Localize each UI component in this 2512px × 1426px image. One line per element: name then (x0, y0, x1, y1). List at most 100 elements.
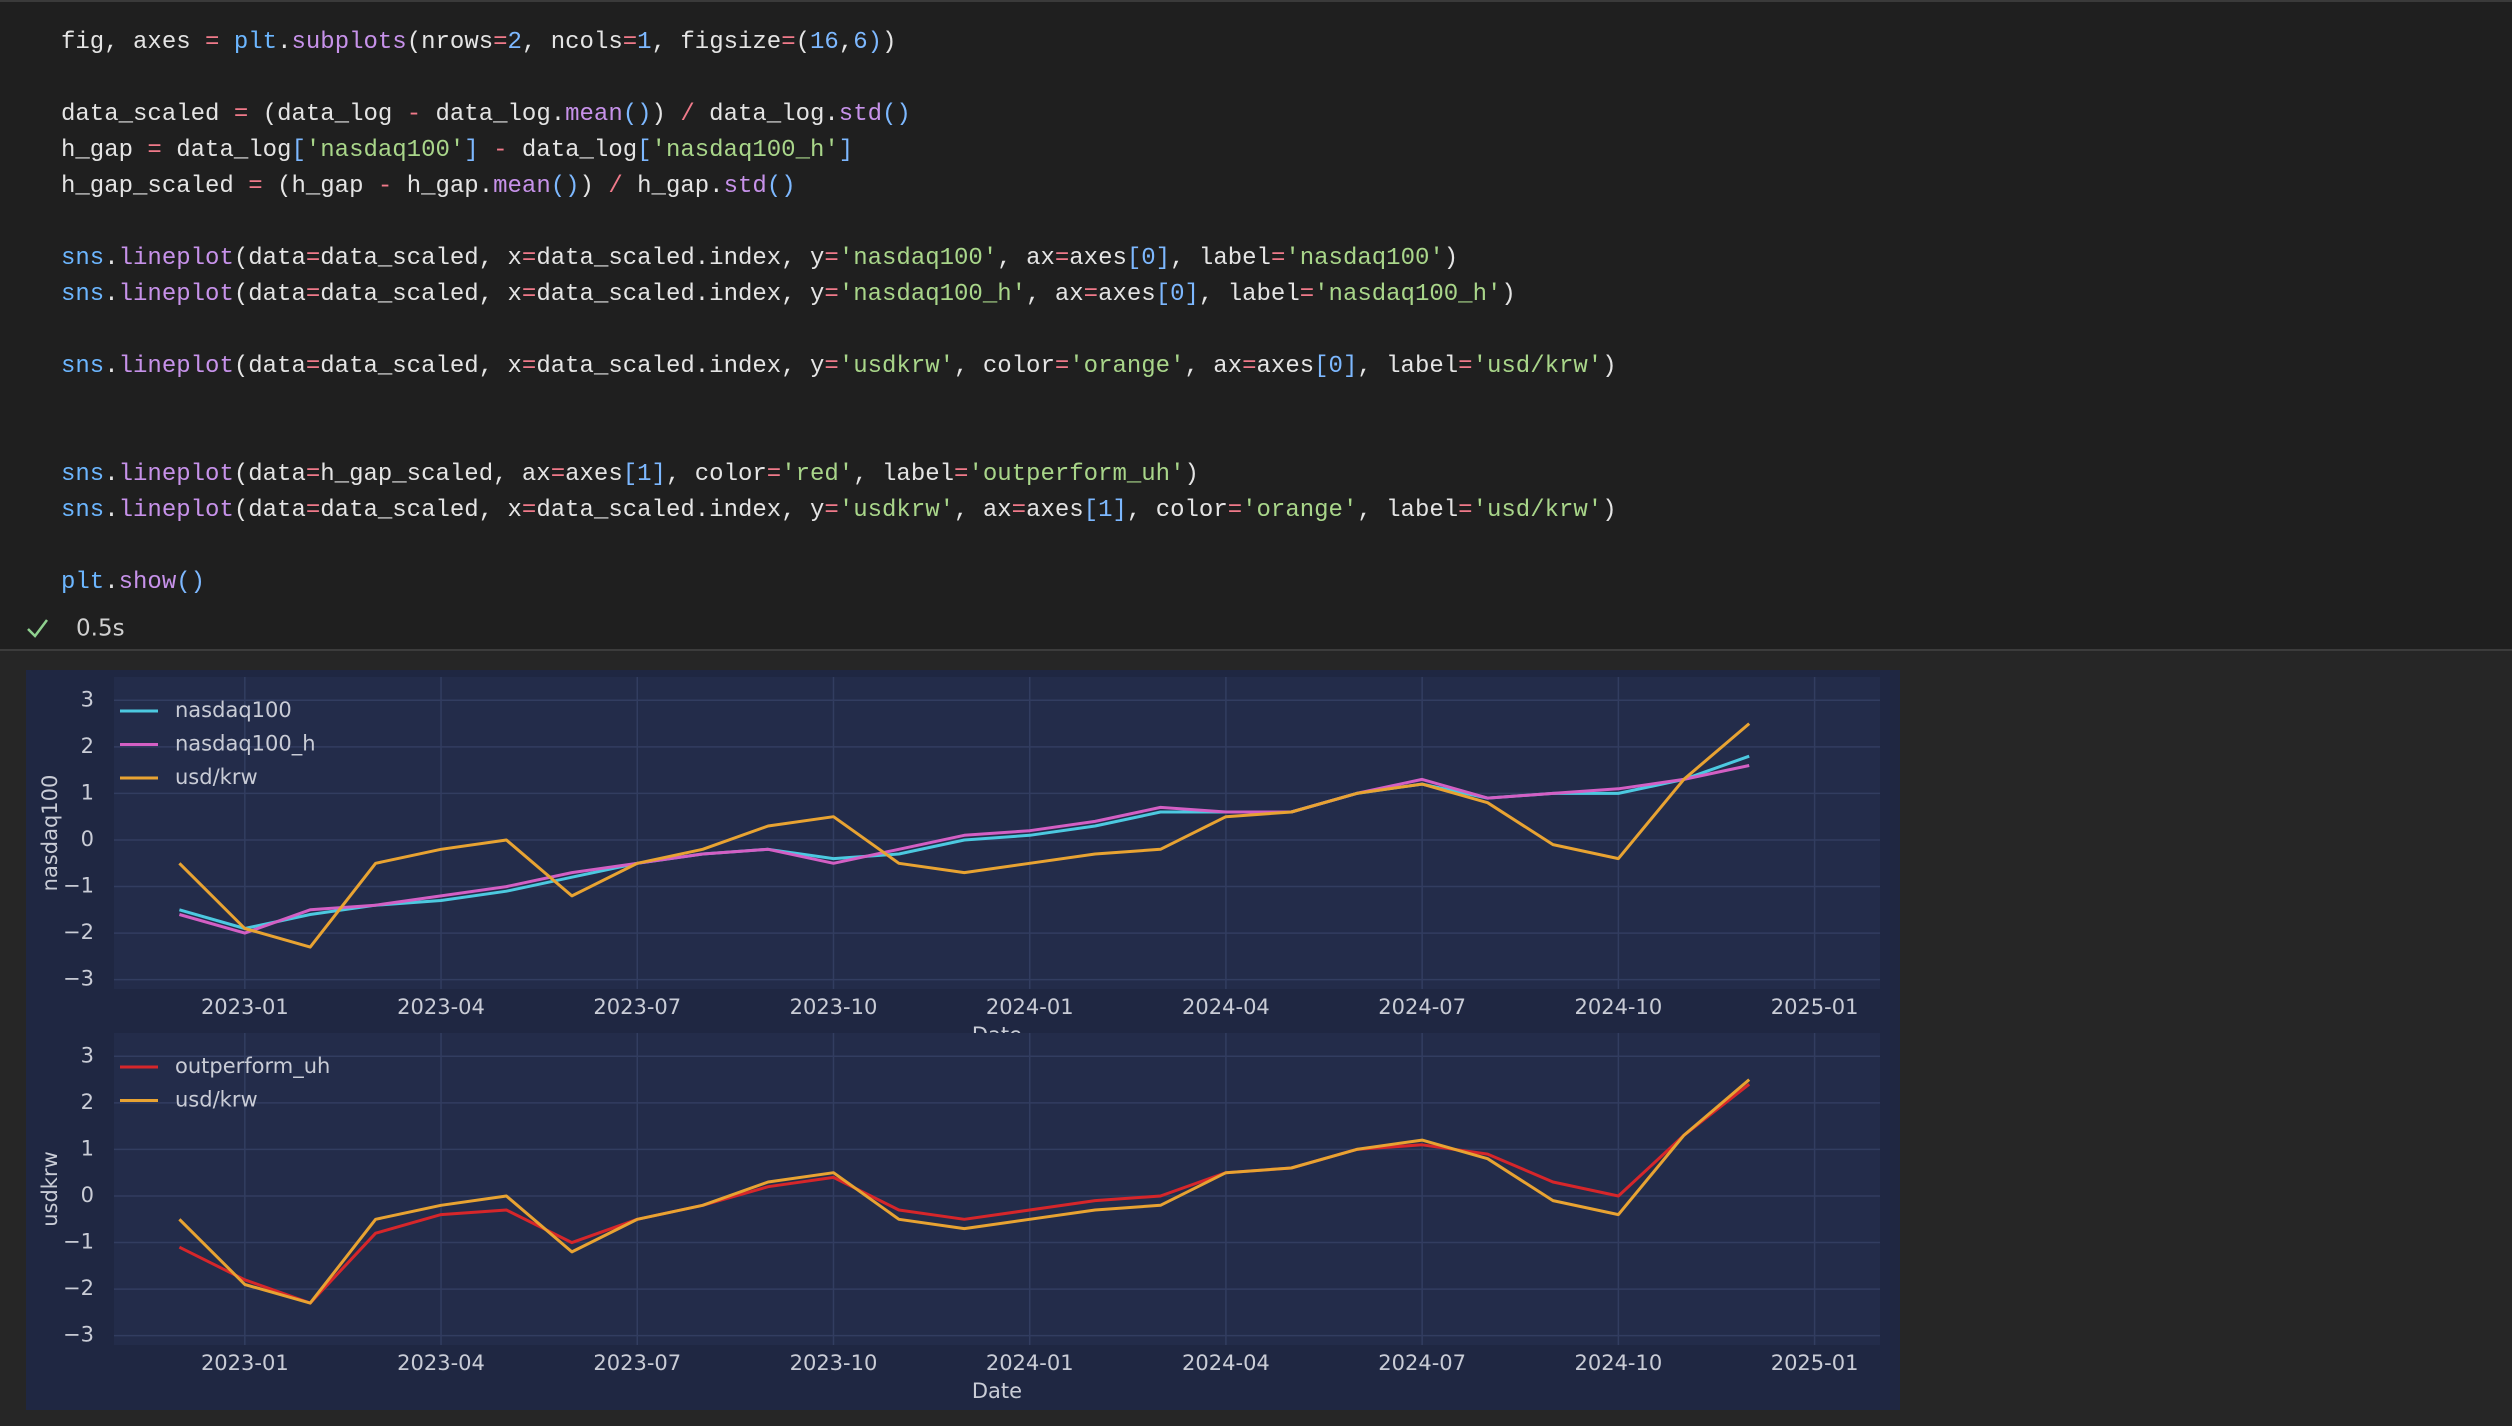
code-token: ) (1184, 461, 1198, 488)
code-token: = (522, 353, 536, 380)
code-token (421, 101, 435, 128)
code-token: . (104, 353, 118, 380)
code-token: , (493, 461, 507, 488)
code-token: - (378, 173, 392, 200)
code-token: 16 (810, 29, 839, 56)
code-token (796, 497, 810, 524)
code-token (1372, 353, 1386, 380)
code-token: 0 (1329, 353, 1343, 380)
y-axis-label: usdkrw (38, 1151, 62, 1227)
code-token (666, 29, 680, 56)
x-tick-label: 2024-07 (1378, 1351, 1466, 1375)
y-tick-label: 3 (81, 687, 94, 711)
code-token (968, 497, 982, 524)
code-token: ) (868, 29, 882, 56)
code-token: = (1055, 353, 1069, 380)
code-token: label (1386, 353, 1458, 380)
code-token: show (119, 569, 177, 596)
code-token: , (781, 497, 795, 524)
y-axis-label: nasdaq100 (38, 775, 62, 892)
code-token (1213, 281, 1227, 308)
code-token: , (666, 461, 680, 488)
code-token: data_scaled (536, 281, 694, 308)
code-token: ( (176, 569, 190, 596)
code-token: ] (839, 137, 853, 164)
code-token: , (997, 245, 1011, 272)
code-token: , (104, 29, 118, 56)
code-token: data (248, 245, 306, 272)
code-token: 'nasdaq100' (839, 245, 997, 272)
code-token: h_gap (61, 137, 133, 164)
y-tick-label: −1 (63, 1230, 94, 1254)
code-token: data_scaled (320, 353, 478, 380)
code-token: = (1228, 497, 1242, 524)
code-token: = (1055, 245, 1069, 272)
code-token: = (1458, 497, 1472, 524)
legend-label: usd/krw (175, 1088, 258, 1112)
code-token: . (695, 353, 709, 380)
code-line: sns.lineplot(data=data_scaled, x=data_sc… (61, 281, 1516, 308)
code-token: 2 (508, 29, 522, 56)
code-token: = (824, 353, 838, 380)
code-token (234, 173, 248, 200)
y-tick-label: −3 (63, 1323, 94, 1347)
code-token: data (248, 353, 306, 380)
code-token: [ (1156, 281, 1170, 308)
code-token: ax (1055, 281, 1084, 308)
code-token: axes (565, 461, 623, 488)
code-token: ) (1501, 281, 1515, 308)
code-token: lineplot (119, 461, 234, 488)
code-token (680, 461, 694, 488)
code-token: . (824, 101, 838, 128)
code-token (392, 101, 406, 128)
code-token: x (508, 353, 522, 380)
code-token: mean (565, 101, 623, 128)
code-token: 'nasdaq100_h' (839, 281, 1026, 308)
code-token: 'orange' (1242, 497, 1357, 524)
code-token: = (248, 173, 262, 200)
code-token (695, 101, 709, 128)
code-token: = (824, 281, 838, 308)
y-tick-label: 2 (81, 734, 94, 758)
code-token: ax (1026, 245, 1055, 272)
code-token: , (1357, 353, 1371, 380)
code-token: subplots (291, 29, 406, 56)
code-token: , (839, 29, 853, 56)
code-token (479, 137, 493, 164)
code-token: , (1184, 353, 1198, 380)
code-token: [ (1084, 497, 1098, 524)
code-token: = (306, 281, 320, 308)
x-tick-label: 2023-10 (790, 995, 878, 1019)
success-check (27, 619, 48, 638)
code-token: label (1199, 245, 1271, 272)
code-token: h_gap_scaled (320, 461, 493, 488)
code-token: - (407, 101, 421, 128)
axes (114, 1033, 1880, 1345)
code-token: = (824, 245, 838, 272)
code-token: ( (407, 29, 421, 56)
code-token: = (522, 245, 536, 272)
code-token: index (709, 353, 781, 380)
x-tick-label: 2024-10 (1574, 1351, 1662, 1375)
code-token: ) (652, 101, 666, 128)
code-token: = (205, 29, 219, 56)
code-token (219, 101, 233, 128)
y-tick-label: 1 (81, 780, 94, 804)
code-token: ) (580, 173, 594, 200)
code-token: . (479, 173, 493, 200)
code-token: sns (61, 281, 104, 308)
code-token: = (306, 497, 320, 524)
code-token: = (234, 101, 248, 128)
code-token: , (1357, 497, 1371, 524)
code-token: x (508, 497, 522, 524)
code-token: lineplot (119, 245, 234, 272)
code-token: data_log (277, 101, 392, 128)
code-token: 'usdkrw' (839, 497, 954, 524)
code-token: index (709, 497, 781, 524)
code-token: 0 (1141, 245, 1155, 272)
code-token: data_scaled (320, 281, 478, 308)
y-tick-label: 2 (81, 1090, 94, 1114)
code-token: 'usd/krw' (1473, 497, 1603, 524)
code-token: lineplot (119, 497, 234, 524)
code-line: sns.lineplot(data=h_gap_scaled, ax=axes[… (61, 461, 1199, 488)
